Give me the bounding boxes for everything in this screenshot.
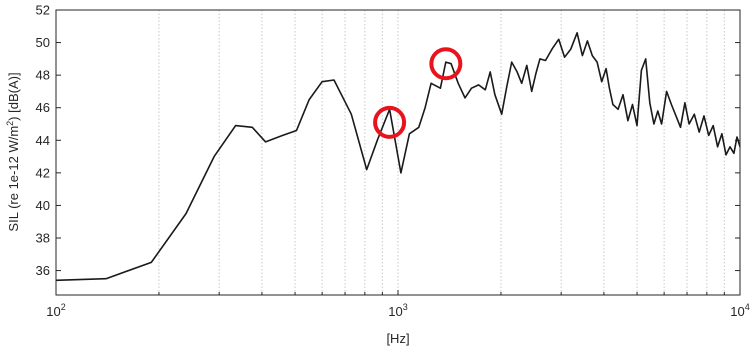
y-tick-label: 48 [36,68,50,83]
y-axis-label-suffix: ) [dB(A)] [6,72,21,120]
y-axis-label-sup: 2 [5,121,15,126]
y-ticks: 36 38 40 42 44 46 48 50 52 [36,3,740,278]
y-tick-label: 36 [36,263,50,278]
plot-frame [55,9,741,296]
y-tick-label: 38 [36,231,50,246]
y-tick-label: 50 [36,35,50,50]
y-axis-label-prefix: SIL (re 1e-12 W/m [6,126,21,232]
y-axis-label: SIL (re 1e-12 W/m2) [dB(A)] [5,72,21,231]
series-line [55,31,741,282]
annotations-layer [373,47,463,139]
x-tick-base: 10 [46,304,60,319]
x-tick-base: 10 [388,304,402,319]
y-tick-label: 42 [36,165,50,180]
x-tick-label: 103 [388,302,407,319]
x-tick-exponent: 4 [745,302,750,312]
x-tick-label: 102 [46,302,65,319]
x-tick-base: 10 [730,304,744,319]
x-ticks: 102 103 104 [46,290,750,319]
y-tick-label: 52 [36,3,50,18]
x-tick-exponent: 3 [403,302,408,312]
annotation-circle [373,105,407,139]
series-layer [55,31,741,282]
y-tick-label: 44 [36,133,50,148]
y-tick-label: 40 [36,198,50,213]
x-axis-label: [Hz] [386,331,409,346]
x-tick-exponent: 2 [61,302,66,312]
annotation-circle [429,47,463,81]
x-tick-label: 104 [730,302,749,319]
y-tick-label: 46 [36,100,50,115]
